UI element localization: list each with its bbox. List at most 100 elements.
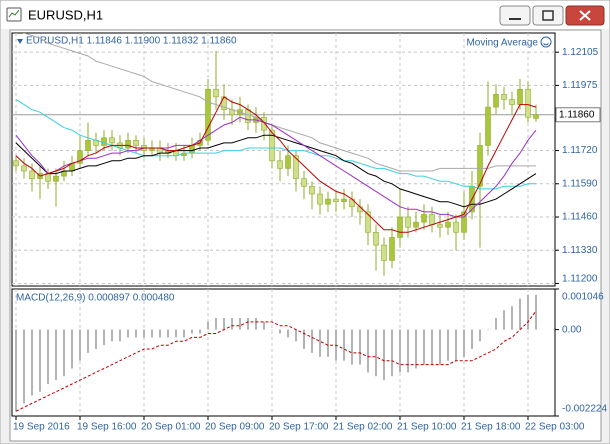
macd-bar xyxy=(487,329,489,331)
candle-body xyxy=(341,198,347,202)
macd-bar xyxy=(79,329,81,361)
candle-body xyxy=(45,173,51,182)
macd-bar xyxy=(383,329,385,381)
macd-bar xyxy=(511,306,513,330)
y-tick-label: 0.00 xyxy=(562,324,582,335)
macd-bar xyxy=(407,329,409,373)
macd-bar xyxy=(87,329,89,353)
macd-bar xyxy=(415,329,417,369)
macd-bar xyxy=(471,329,473,350)
macd-bar xyxy=(423,329,425,365)
macd-bar xyxy=(191,329,193,334)
indicator-label: Moving Average xyxy=(466,38,538,49)
macd-bar xyxy=(295,329,297,342)
candle-body xyxy=(421,214,427,223)
macd-bar xyxy=(95,329,97,350)
x-tick-label: 20 Sep 09:00 xyxy=(205,422,265,433)
y-tick-label: 1.12105 xyxy=(562,47,599,58)
candle-body xyxy=(21,165,27,172)
macd-bar xyxy=(167,329,169,338)
y-tick-label: 1.11330 xyxy=(562,245,598,256)
signal-line xyxy=(15,310,537,412)
macd-bar xyxy=(375,329,377,377)
candle-body xyxy=(133,140,139,146)
pane-menu-arrow[interactable] xyxy=(17,39,23,44)
macd-bar xyxy=(431,329,433,365)
macd-bar xyxy=(223,317,225,330)
macd-bar xyxy=(351,329,353,365)
macd-bar xyxy=(111,329,113,342)
macd-bar xyxy=(15,329,17,412)
candle-body xyxy=(309,186,315,195)
candle-body xyxy=(365,211,371,233)
candle-body xyxy=(285,155,291,169)
candle-body xyxy=(101,137,107,146)
macd-bar xyxy=(263,321,265,330)
candle-body xyxy=(53,175,59,182)
candle-body xyxy=(357,206,363,213)
candle-body xyxy=(333,198,339,202)
macd-bar xyxy=(207,321,209,330)
candle-body xyxy=(317,193,323,205)
candle-body xyxy=(381,244,387,261)
candle-body xyxy=(405,216,411,228)
macd-bar xyxy=(455,329,457,361)
macd-bar xyxy=(127,329,129,338)
current-price-box xyxy=(555,107,601,123)
candle-body xyxy=(525,88,531,118)
macd-bar xyxy=(359,329,361,365)
x-tick-label: 20 Sep 01:00 xyxy=(141,422,201,433)
candle-body xyxy=(429,214,435,225)
macd-bar xyxy=(311,329,313,353)
candle-body xyxy=(461,211,467,233)
x-tick-label: 22 Sep 03:00 xyxy=(525,422,585,433)
maximize-button[interactable] xyxy=(532,5,564,26)
candle-body xyxy=(509,99,515,105)
moving-average-line xyxy=(22,33,536,172)
candle-body xyxy=(373,232,379,246)
macd-bar xyxy=(183,329,185,338)
moving-average-line xyxy=(15,96,537,233)
macd-bar xyxy=(399,329,401,373)
macd-bar xyxy=(135,329,137,338)
chart-canvas xyxy=(9,29,602,442)
macd-bar xyxy=(479,329,481,342)
y-tick-label: 0.001046 xyxy=(562,292,604,303)
main-pane xyxy=(11,32,556,287)
window-title: EURUSD,H1 xyxy=(28,7,103,22)
candle-body xyxy=(445,221,451,228)
current-price-label: 1.11860 xyxy=(559,109,595,120)
macd-bar xyxy=(447,329,449,361)
macd-bar xyxy=(71,329,73,369)
candle-body xyxy=(269,129,275,162)
candle-body xyxy=(453,221,459,233)
candle-body xyxy=(493,94,499,108)
macd-bar xyxy=(215,317,217,330)
x-tick-label: 21 Sep 10:00 xyxy=(397,422,457,433)
macd-bar xyxy=(247,317,249,330)
candle-body xyxy=(477,145,483,187)
macd-bar xyxy=(343,329,345,361)
x-tick-label: 21 Sep 02:00 xyxy=(333,422,393,433)
macd-bar xyxy=(39,329,41,392)
moving-average-line xyxy=(15,116,537,218)
minimize-button[interactable] xyxy=(499,5,531,26)
macd-bar xyxy=(23,329,25,404)
macd-bar xyxy=(527,294,529,330)
candle-body xyxy=(189,145,195,154)
candle-body xyxy=(13,160,19,167)
macd-pane xyxy=(11,288,556,417)
candle-body xyxy=(125,140,131,149)
macd-bar xyxy=(31,329,33,396)
indicator-icon xyxy=(540,36,552,48)
candle-body xyxy=(109,137,115,144)
app-icon xyxy=(6,7,22,22)
macd-bar xyxy=(303,329,305,350)
candle-body xyxy=(301,178,307,187)
macd-bar xyxy=(239,317,241,330)
close-button[interactable] xyxy=(565,5,605,26)
macd-bar xyxy=(199,329,201,334)
candle-body xyxy=(29,170,35,179)
candle-body xyxy=(533,114,539,119)
macd-bar xyxy=(495,317,497,330)
